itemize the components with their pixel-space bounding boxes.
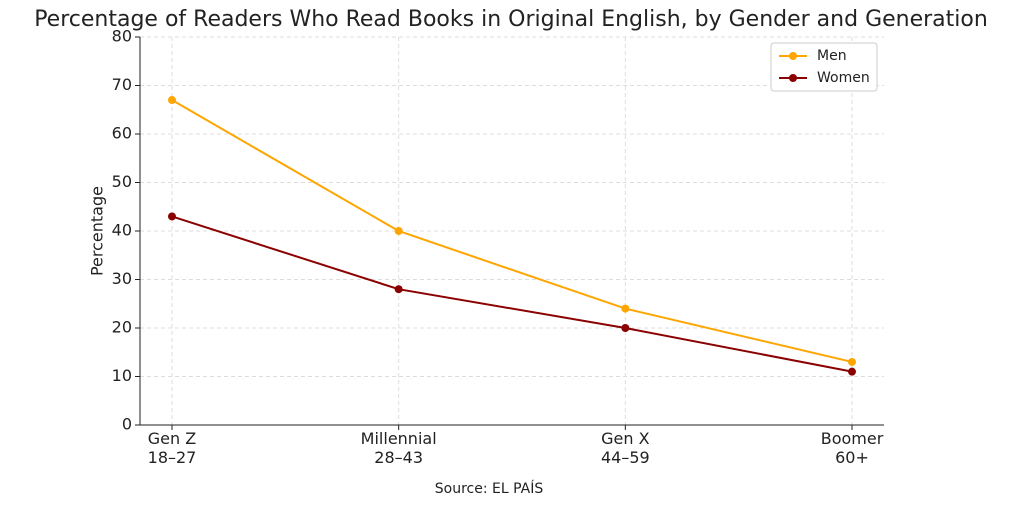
- legend-marker: [789, 52, 797, 60]
- y-axis-label: Percentage: [88, 186, 107, 276]
- chart-title: Percentage of Readers Who Read Books in …: [34, 7, 988, 32]
- y-tick-label: 60: [112, 124, 132, 143]
- data-point: [168, 212, 176, 221]
- y-tick-label: 0: [122, 415, 132, 434]
- source-note: Source: EL PAÍS: [435, 480, 544, 497]
- y-tick-label: 20: [112, 318, 132, 337]
- series-line: [171, 99, 853, 363]
- series-line: [171, 215, 853, 373]
- x-tick-label: Millennial 28–43: [360, 429, 437, 467]
- y-tick-label: 50: [112, 172, 132, 191]
- legend-marker: [789, 74, 797, 82]
- legend-label: Women: [817, 70, 870, 86]
- legend: Men Women: [770, 42, 878, 92]
- y-tick-label: 10: [112, 366, 132, 385]
- x-tick-label: Boomer 60+: [820, 429, 884, 467]
- legend-label: Men: [817, 48, 847, 64]
- x-tick-label: Gen X 44–59: [600, 429, 650, 467]
- data-point: [394, 285, 403, 294]
- y-tick-label: 70: [112, 75, 132, 94]
- y-tick-label: 40: [112, 221, 132, 240]
- data-point: [168, 96, 176, 105]
- y-tick-label: 30: [112, 269, 132, 288]
- data-point: [848, 357, 856, 366]
- data-point: [621, 324, 630, 332]
- data-point: [848, 367, 856, 376]
- data-point: [621, 304, 630, 313]
- x-tick-label: Gen Z 18–27: [147, 429, 197, 467]
- y-tick-label: 80: [112, 27, 132, 46]
- data-point: [394, 227, 403, 235]
